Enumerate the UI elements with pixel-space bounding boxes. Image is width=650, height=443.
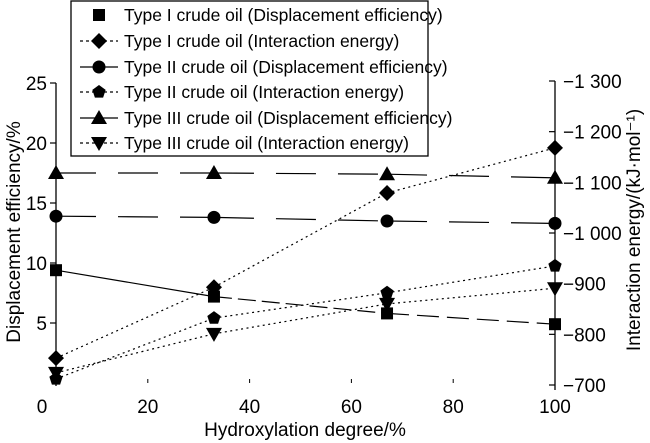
data-point-triangle-down xyxy=(379,297,396,312)
legend-marker-triangle-down xyxy=(91,137,107,151)
left-y-tick-label: 25 xyxy=(26,74,47,95)
series-segment xyxy=(213,292,388,319)
x-tick-label: 20 xyxy=(137,397,158,418)
legend-label: Type I crude oil (Interaction energy) xyxy=(124,31,399,51)
x-tick-label: 60 xyxy=(341,397,362,418)
x-tick-label: 100 xyxy=(539,397,571,418)
data-point-diamond xyxy=(205,279,222,296)
left-y-tick-label: 20 xyxy=(26,134,47,155)
x-axis-title: Hydroxylation degree/% xyxy=(204,420,406,441)
series-segment xyxy=(387,173,556,179)
legend-marker-pentagon xyxy=(92,85,106,98)
legend-entry: Type II crude oil (Displacement efficien… xyxy=(80,57,448,77)
x-tick-label: 0 xyxy=(37,397,48,418)
legend-entry: Type III crude oil (Interaction energy) xyxy=(80,133,409,153)
legend: Type I crude oil (Displacement efficienc… xyxy=(70,0,452,157)
data-point-triangle-down xyxy=(205,327,222,342)
right-y-axis-title: Interaction energy/(kJ·mol⁻¹) xyxy=(624,109,645,351)
right-y-tick-label: −700 xyxy=(563,376,606,397)
series-segment xyxy=(55,286,215,359)
series-segment xyxy=(386,265,556,294)
series-4 xyxy=(49,258,562,385)
data-point-circle xyxy=(207,210,221,224)
data-point-diamond xyxy=(379,184,396,201)
series-segment xyxy=(55,317,215,380)
right-y-tick-label: −800 xyxy=(563,325,606,346)
legend-label: Type II crude oil (Displacement efficien… xyxy=(124,57,448,77)
legend-marker-triangle-up xyxy=(91,110,107,124)
axes-layer xyxy=(55,81,556,390)
data-point-square xyxy=(381,307,394,320)
left-y-tick-label: 5 xyxy=(36,314,47,335)
x-tick-label: 40 xyxy=(239,397,260,418)
series-3 xyxy=(49,209,562,230)
series-segment xyxy=(387,220,556,224)
data-point-circle xyxy=(380,214,394,228)
series-segment xyxy=(386,312,556,325)
legend-label: Type III crude oil (Displacement efficie… xyxy=(124,108,452,128)
series-segment xyxy=(386,147,556,194)
left-y-tick-label: 10 xyxy=(26,254,47,275)
ticks-layer: 0 20 40 60 80 100 5 10 15 20 25 −700 −800 −900 −1 000 −… xyxy=(26,72,622,418)
data-point-pentagon xyxy=(207,311,221,324)
data-point-triangle-up xyxy=(205,165,222,179)
left-y-tick-label: 15 xyxy=(26,194,47,215)
series-segment xyxy=(213,216,388,222)
legend-label: Type III crude oil (Interaction energy) xyxy=(124,133,409,153)
series-segment xyxy=(55,269,215,298)
legend-marker-diamond xyxy=(91,33,107,49)
series-segment xyxy=(386,287,556,305)
series-segment xyxy=(213,303,388,335)
series-5 xyxy=(48,165,563,184)
right-y-tick-label: −1 200 xyxy=(563,123,622,144)
right-y-tick-label: −1 300 xyxy=(563,72,622,93)
series-layer xyxy=(48,139,563,385)
legend-entry: Type III crude oil (Displacement efficie… xyxy=(80,108,452,128)
data-point-triangle-up xyxy=(379,166,396,181)
data-point-pentagon xyxy=(380,285,394,299)
series-segment xyxy=(213,192,388,288)
series-segment xyxy=(213,296,388,314)
series-segment xyxy=(213,172,388,175)
right-y-tick-label: −1 100 xyxy=(563,173,622,194)
legend-marker-circle xyxy=(92,60,106,74)
series-1 xyxy=(50,264,561,331)
legend-entry: Type I crude oil (Displacement efficienc… xyxy=(93,5,443,25)
legend-box xyxy=(70,0,429,157)
series-segment xyxy=(55,215,214,218)
legend-marker-square xyxy=(93,9,105,21)
data-point-square xyxy=(207,290,220,303)
right-y-tick-label: −900 xyxy=(563,275,606,296)
legend-entry: Type II crude oil (Interaction energy) xyxy=(80,82,404,102)
series-6 xyxy=(48,282,563,381)
legend-label: Type I crude oil (Displacement efficienc… xyxy=(124,5,443,25)
right-y-tick-label: −1 000 xyxy=(563,224,622,245)
x-tick-label: 80 xyxy=(443,397,464,418)
legend-entry: Type I crude oil (Interaction energy) xyxy=(80,31,399,51)
series-segment xyxy=(55,333,215,374)
left-y-axis-title: Displacement efficiency/% xyxy=(4,121,25,343)
legend-label: Type II crude oil (Interaction energy) xyxy=(124,82,404,102)
